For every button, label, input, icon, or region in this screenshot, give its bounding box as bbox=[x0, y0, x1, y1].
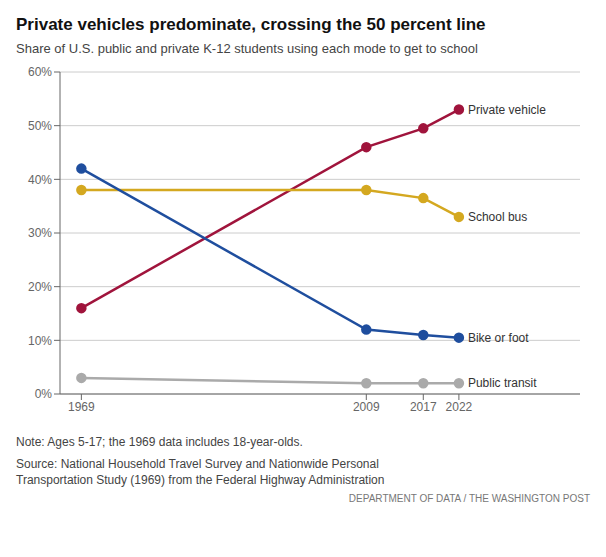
svg-text:Private vehicle: Private vehicle bbox=[468, 103, 546, 117]
svg-text:Public transit: Public transit bbox=[468, 376, 537, 390]
svg-text:Bike or foot: Bike or foot bbox=[468, 331, 529, 345]
svg-text:2022: 2022 bbox=[446, 400, 473, 414]
svg-text:2009: 2009 bbox=[353, 400, 380, 414]
html-text:Note: Ages 5-17; the 1969 data: Note: Ages 5-17; the 1969 data includes … bbox=[16, 435, 303, 449]
svg-text:60%: 60% bbox=[28, 65, 52, 79]
html-text:DEPARTMENT OF DATA / THE WASHI: DEPARTMENT OF DATA / THE WASHINGTON POST bbox=[348, 493, 590, 504]
svg-text:2017: 2017 bbox=[410, 400, 437, 414]
html-text:Private vehicles predominate,: Private vehicles predominate, crossing t… bbox=[16, 15, 486, 34]
svg-text:30%: 30% bbox=[28, 226, 52, 240]
html-text:Source: National Household Tra: Source: National Household Travel Survey… bbox=[16, 457, 385, 487]
svg-text:40%: 40% bbox=[28, 173, 52, 187]
svg-text:10%: 10% bbox=[28, 334, 52, 348]
svg-text:1969: 1969 bbox=[68, 400, 95, 414]
svg-text:50%: 50% bbox=[28, 119, 52, 133]
svg-text:20%: 20% bbox=[28, 280, 52, 294]
svg-text:School bus: School bus bbox=[468, 210, 527, 224]
svg-text:0%: 0% bbox=[35, 387, 53, 401]
html-text:Share of U.S. public and priva: Share of U.S. public and private K-12 st… bbox=[16, 41, 478, 56]
